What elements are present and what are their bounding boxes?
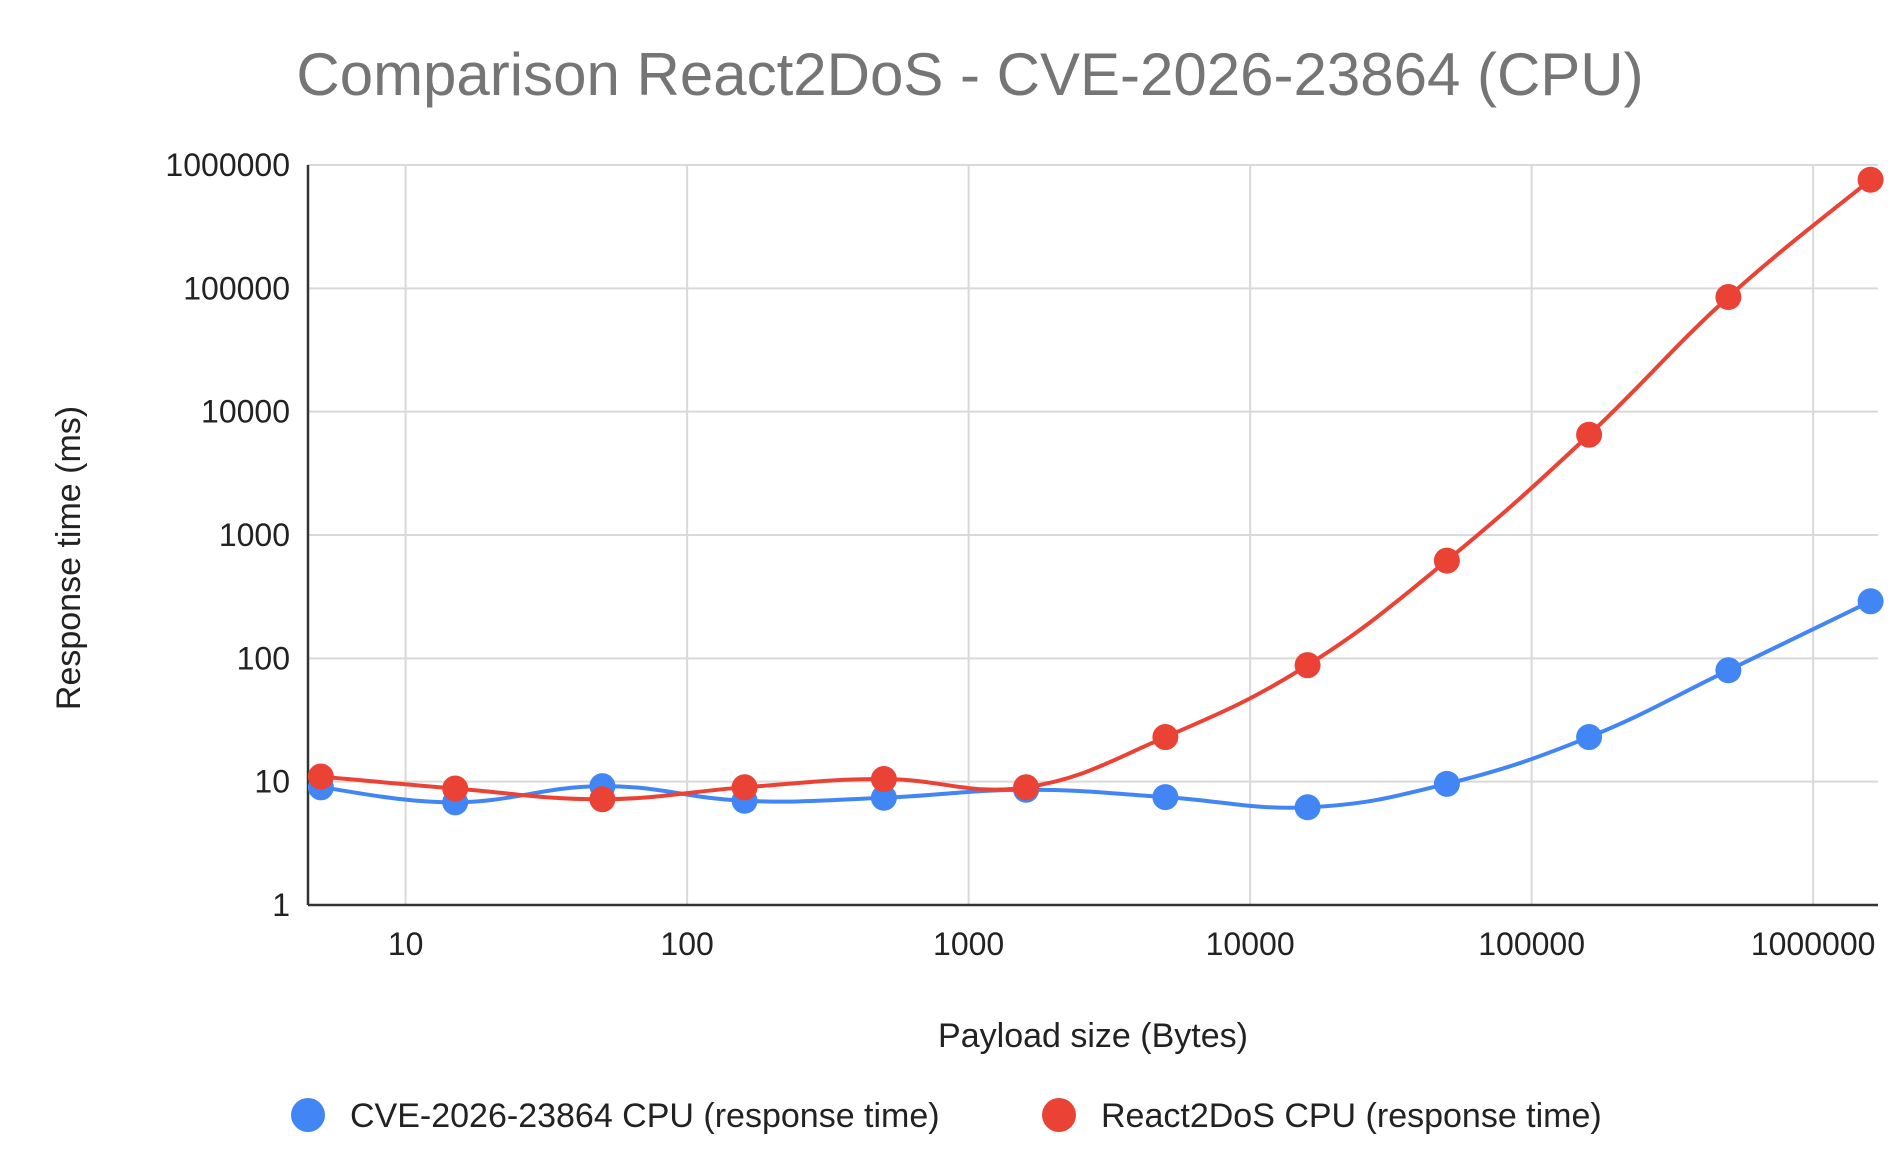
data-point[interactable] [731,774,758,801]
data-point[interactable] [1433,547,1460,574]
data-point[interactable] [442,775,469,802]
data-point[interactable] [1715,284,1742,311]
data-point[interactable] [1152,724,1179,751]
data-point[interactable] [1857,166,1884,193]
y-tick-label: 10000 [201,394,290,430]
data-point[interactable] [1857,588,1884,615]
x-tick-label: 100 [660,926,713,962]
data-point[interactable] [1576,421,1603,448]
legend-item-2[interactable]: React2DoS CPU (response time) [1042,1097,1602,1135]
y-tick-label: 10 [254,764,290,800]
series-line [320,599,1872,810]
chart-title: Comparison React2DoS - CVE-2026-23864 (C… [296,41,1643,108]
data-point[interactable] [1433,770,1460,797]
x-tick-label: 1000000 [1751,926,1876,962]
data-point[interactable] [307,763,334,790]
axes: 1 10 100 1000 10000 100000 1000000 10 100 1000 100… [165,147,1878,962]
y-tick-label: 1000000 [165,147,290,183]
y-tick-label: 100 [237,640,290,676]
series-2 [307,166,1884,813]
legend-item-1[interactable]: CVE-2026-23864 CPU (response time) [291,1097,940,1135]
x-axis-title: Payload size (Bytes) [938,1017,1248,1055]
data-point[interactable] [1715,657,1742,684]
data-point[interactable] [1152,784,1179,811]
series-group [307,166,1884,821]
data-point[interactable] [1294,794,1321,821]
data-point[interactable] [870,784,897,811]
x-tick-label: 100000 [1478,926,1585,962]
x-tick-label: 1000 [933,926,1004,962]
data-point[interactable] [1013,774,1040,801]
y-axis-title: Response time (ms) [50,406,88,710]
x-tick-label: 10000 [1206,926,1295,962]
data-point[interactable] [589,786,616,813]
y-tick-label: 100000 [183,270,290,306]
grid [308,164,1878,905]
series-1 [307,588,1884,821]
data-point[interactable] [1294,652,1321,679]
y-tick-label: 1000 [219,517,290,553]
x-tick-label: 10 [388,926,424,962]
legend-marker [1042,1098,1076,1132]
legend-label: React2DoS CPU (response time) [1101,1097,1602,1135]
legend[interactable]: CVE-2026-23864 CPU (response time) React2… [291,1097,1602,1135]
legend-label: CVE-2026-23864 CPU (response time) [350,1097,940,1135]
series-line [320,178,1872,802]
y-tick-label: 1 [272,887,290,923]
data-point[interactable] [1576,724,1603,751]
data-point[interactable] [870,766,897,793]
legend-marker [291,1098,325,1132]
